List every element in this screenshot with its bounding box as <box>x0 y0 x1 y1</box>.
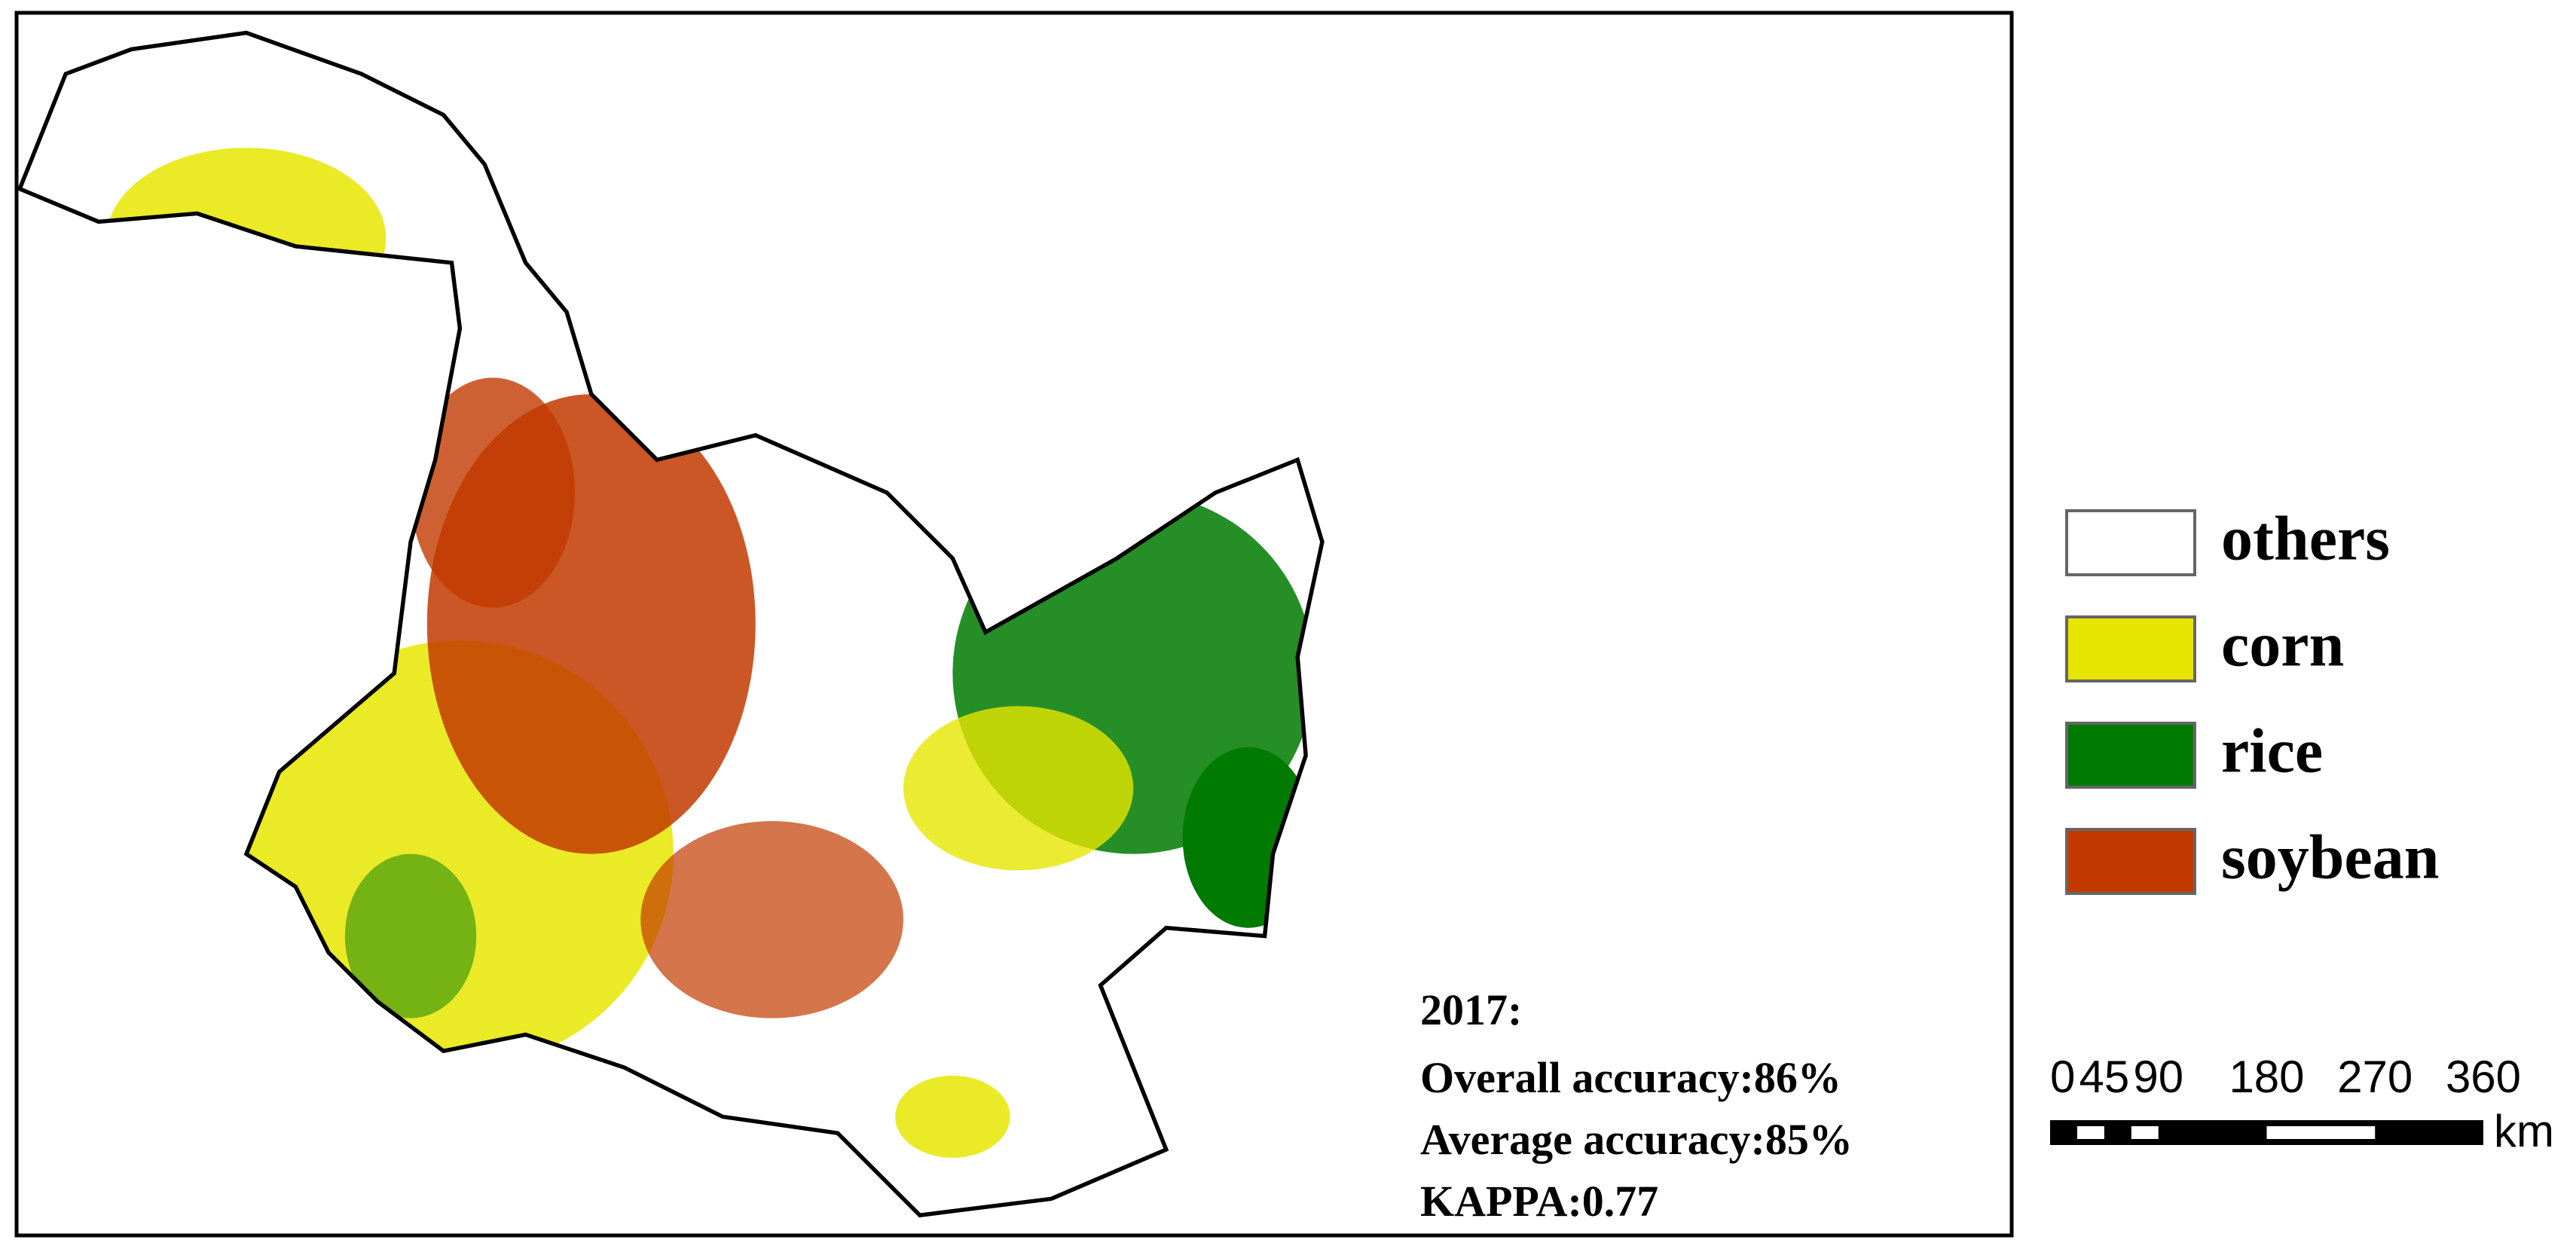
annotation-line: KAPPA:0.77 <box>1420 1177 1658 1226</box>
scale-segment <box>2131 1126 2159 1139</box>
scale-tick-label: 180 <box>2229 1052 2304 1102</box>
scale-unit: km <box>2494 1106 2554 1156</box>
scale-segment <box>2266 1126 2376 1139</box>
annotation-line: Average accuracy:85% <box>1420 1115 1853 1164</box>
scale-tick-label: 0 <box>2050 1052 2075 1102</box>
legend: others corn rice soybean <box>2065 503 2439 895</box>
legend-swatch <box>2065 828 2196 895</box>
scale-tick-label: 270 <box>2337 1052 2413 1102</box>
scale-segment <box>2076 1126 2104 1139</box>
legend-label: rice <box>2221 716 2323 786</box>
annotation-year: 2017: <box>1420 985 1522 1034</box>
legend-swatch <box>2065 722 2196 789</box>
legend-label: corn <box>2221 609 2344 679</box>
legend-swatch <box>2065 615 2196 682</box>
legend-swatch <box>2065 509 2196 576</box>
scale-tick-label: 90 <box>2133 1052 2183 1102</box>
legend-label: soybean <box>2221 822 2439 892</box>
annotation-line: Overall accuracy:86% <box>1420 1053 1841 1102</box>
legend-label: others <box>2221 503 2390 573</box>
scale-tick-label: 360 <box>2446 1052 2521 1102</box>
scale-tick-label: 45 <box>2079 1052 2130 1102</box>
